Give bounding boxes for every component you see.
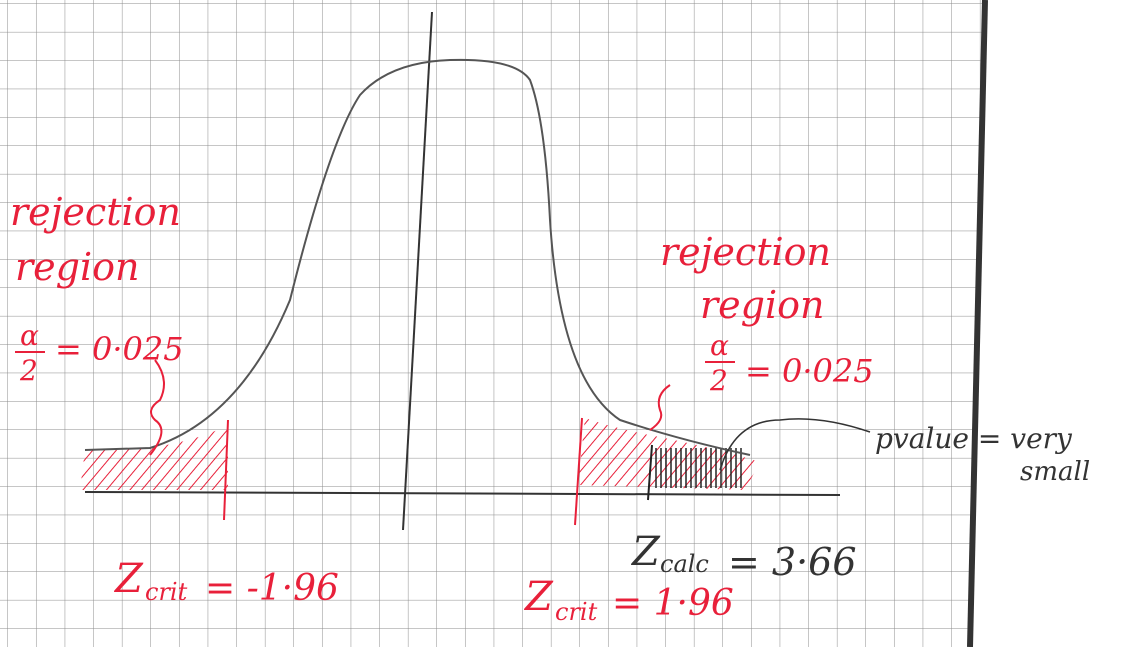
alpha-value: = 0·025 bbox=[55, 330, 184, 368]
left-region-label: rejection bbox=[10, 190, 181, 234]
z-subscript: crit bbox=[555, 598, 598, 626]
right-region-label: rejection bbox=[660, 230, 831, 274]
z-symbol: Z bbox=[113, 556, 144, 602]
pvalue-shade bbox=[655, 448, 745, 488]
pvalue-note: small bbox=[1020, 457, 1090, 487]
z-value: = 1·96 bbox=[612, 583, 734, 624]
z-value: = -1·96 bbox=[205, 568, 339, 609]
alpha: α bbox=[710, 329, 729, 362]
z-symbol: Z bbox=[630, 529, 661, 575]
z-subscript: calc bbox=[660, 550, 709, 578]
right-region-label: region bbox=[700, 283, 824, 327]
left-region-label: region bbox=[15, 245, 139, 289]
diagram: rejection region α 2 = 0·025 rejection r… bbox=[0, 0, 1138, 647]
z-value: = 3·66 bbox=[728, 540, 857, 584]
pvalue-note: pvalue = very bbox=[875, 422, 1073, 455]
z-symbol: Z bbox=[523, 574, 554, 620]
z-subscript: crit bbox=[145, 578, 188, 606]
alpha-denominator: 2 bbox=[709, 364, 728, 397]
alpha-value: = 0·025 bbox=[745, 352, 874, 390]
alpha-denominator: 2 bbox=[19, 354, 38, 387]
alpha: α bbox=[20, 319, 39, 352]
